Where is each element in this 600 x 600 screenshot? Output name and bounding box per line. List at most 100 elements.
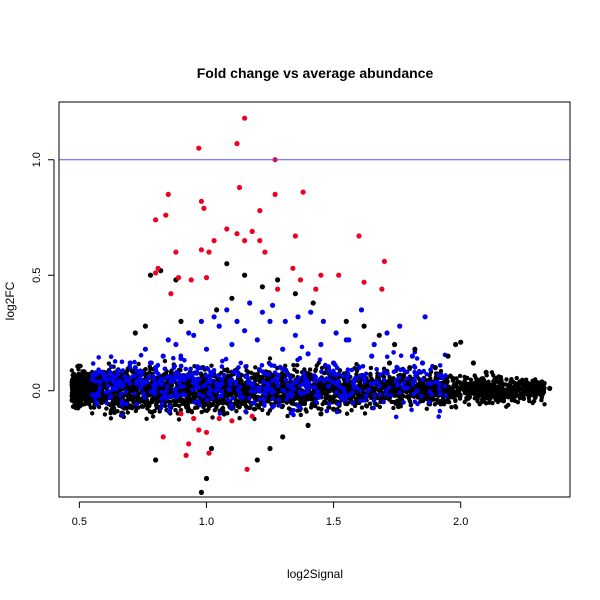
point-black: [178, 318, 184, 324]
point-blue: [228, 406, 234, 411]
point-background: [308, 405, 314, 410]
point-background: [178, 407, 184, 413]
point-background: [172, 398, 178, 403]
point-background: [77, 397, 83, 402]
point-blue: [288, 376, 293, 381]
point-background: [417, 381, 423, 386]
point-background: [189, 408, 194, 414]
point-blue: [109, 364, 114, 370]
point-background: [144, 416, 149, 421]
point-red: [249, 228, 255, 234]
point-red: [336, 272, 342, 278]
point-blue: [186, 330, 192, 336]
point-blue: [254, 337, 260, 343]
point-background: [302, 367, 307, 372]
point-red: [206, 450, 212, 456]
point-red: [196, 427, 202, 433]
point-red: [186, 441, 192, 447]
point-blue: [397, 323, 403, 329]
point-blue: [158, 405, 164, 411]
point-blue: [371, 398, 377, 404]
point-black: [331, 406, 337, 412]
point-blue: [210, 396, 215, 401]
point-background: [110, 400, 115, 405]
point-background: [428, 376, 433, 381]
point-blue: [410, 382, 416, 387]
point-background: [237, 416, 242, 421]
point-background: [70, 377, 75, 382]
point-background: [391, 405, 396, 411]
point-blue: [372, 392, 377, 398]
point-background: [302, 401, 308, 407]
point-blue: [304, 378, 310, 384]
point-red: [272, 191, 278, 197]
point-red: [183, 452, 189, 458]
point-blue: [127, 360, 133, 366]
point-background: [401, 373, 406, 378]
point-background: [453, 405, 459, 410]
point-background: [506, 385, 511, 391]
point-background: [305, 397, 311, 402]
point-blue: [270, 378, 275, 383]
point-background: [359, 405, 365, 410]
x-tick-label: 1.0: [199, 516, 214, 528]
point-blue: [331, 360, 337, 366]
point-background: [450, 378, 455, 383]
point-blue: [244, 374, 250, 380]
point-blue: [359, 373, 364, 379]
point-background: [243, 400, 248, 405]
point-blue: [305, 351, 311, 357]
point-background: [143, 367, 148, 372]
point-blue: [119, 359, 125, 365]
point-background: [104, 406, 109, 411]
point-blue: [354, 385, 360, 391]
point-background: [445, 399, 450, 405]
point-blue: [393, 414, 399, 420]
point-background: [70, 385, 75, 390]
point-background: [330, 386, 335, 391]
point-red: [236, 184, 243, 191]
point-background: [244, 388, 249, 393]
point-background: [473, 382, 478, 387]
point-background: [260, 407, 265, 413]
point-blue: [325, 383, 332, 389]
point-background: [342, 382, 347, 387]
point-background: [204, 408, 210, 413]
point-blue: [114, 386, 119, 392]
point-background: [249, 370, 254, 375]
point-blue: [358, 388, 363, 393]
point-blue: [164, 396, 169, 402]
point-blue: [132, 391, 137, 397]
point-background: [524, 389, 529, 394]
point-background: [539, 391, 544, 396]
point-background: [220, 401, 225, 406]
point-background: [80, 389, 85, 394]
point-blue: [137, 372, 143, 377]
point-blue: [262, 396, 267, 402]
point-blue: [164, 384, 170, 389]
point-blue: [282, 367, 287, 373]
point-blue: [90, 372, 95, 378]
point-background: [256, 405, 261, 410]
point-blue: [167, 404, 172, 409]
point-background: [125, 410, 130, 415]
point-black: [386, 360, 393, 366]
point-background: [490, 393, 495, 398]
point-blue: [243, 364, 248, 369]
point-background: [255, 373, 261, 378]
point-background: [504, 377, 509, 382]
point-blue: [384, 392, 389, 397]
point-background: [504, 404, 509, 409]
point-background: [462, 378, 467, 384]
point-blue: [216, 323, 222, 329]
point-blue: [412, 369, 417, 375]
point-blue: [371, 341, 377, 348]
point-background: [131, 399, 136, 404]
point-blue: [230, 396, 235, 401]
point-blue: [257, 389, 263, 394]
point-blue: [391, 350, 396, 355]
point-background: [484, 391, 489, 396]
point-blue: [295, 403, 300, 408]
point-blue: [440, 375, 445, 381]
point-red: [211, 238, 217, 244]
